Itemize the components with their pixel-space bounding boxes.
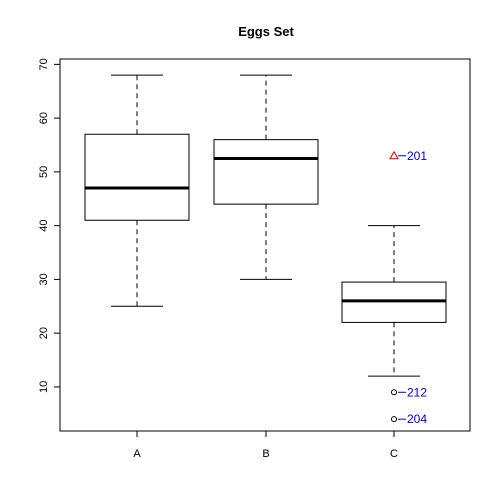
plot-frame [59, 58, 471, 432]
x-tick-label: C [390, 448, 398, 460]
box-A [84, 133, 190, 221]
y-tick-label: 40 [38, 220, 50, 232]
y-tick-label: 50 [38, 166, 50, 178]
y-tick-label: 60 [38, 112, 50, 124]
y-tick-label: 20 [38, 327, 50, 339]
chart-title: Eggs Set [238, 24, 294, 39]
box-B [213, 139, 319, 205]
outlier-point [391, 389, 397, 396]
outlier-label: 212 [407, 385, 427, 399]
y-tick-label: 70 [38, 58, 50, 70]
outlier-point [389, 150, 399, 160]
y-tick-label: 30 [38, 273, 50, 285]
plot-area: 10 20 30 40 50 60 70 A B C 201 212 204 [38, 58, 471, 460]
outlier-point [391, 416, 397, 423]
x-tick-label: B [262, 448, 269, 460]
outlier-label: 201 [407, 149, 427, 163]
outlier-label: 204 [407, 412, 427, 426]
y-tick-label: 10 [38, 381, 50, 393]
x-tick-label: A [133, 448, 141, 460]
